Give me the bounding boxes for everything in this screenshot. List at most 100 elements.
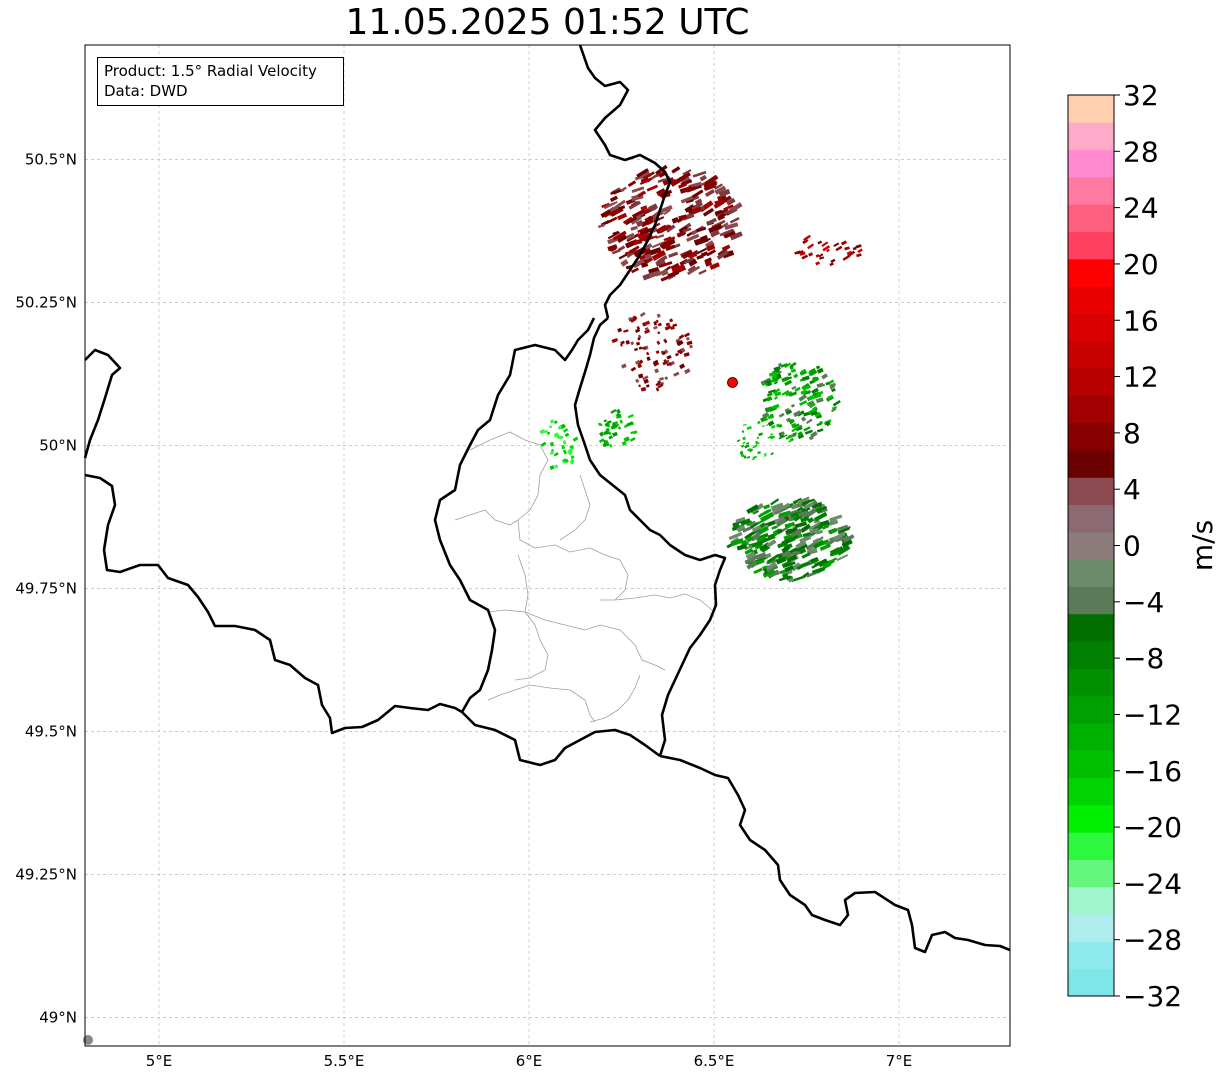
echo-cell xyxy=(774,391,782,397)
colorbar-tick-label: 0 xyxy=(1123,530,1141,563)
echo-cell xyxy=(784,521,796,529)
echo-cell xyxy=(540,441,547,447)
echo-cell xyxy=(815,261,821,266)
echo-cell xyxy=(698,269,707,275)
echo-cell xyxy=(762,412,769,419)
colorbar-tick-label: 12 xyxy=(1123,361,1159,394)
colorbar-tick-label: −4 xyxy=(1123,586,1164,619)
echo-cell xyxy=(777,540,789,549)
colorbar-unit-label: m/s xyxy=(1186,520,1219,571)
echo-cell xyxy=(714,185,727,195)
echo-cell xyxy=(680,195,694,204)
echo-cell xyxy=(746,425,752,430)
echo-cell xyxy=(798,394,808,402)
echo-cell xyxy=(722,250,735,259)
echo-cell xyxy=(758,432,764,437)
echo-cell xyxy=(627,413,634,419)
echo-cell xyxy=(766,564,778,573)
echo-cell xyxy=(601,202,610,209)
echo-cell xyxy=(656,313,661,318)
echo-cell xyxy=(618,253,628,260)
echo-cell xyxy=(686,340,693,346)
colorbar-bin xyxy=(1068,968,1114,997)
echo-cell xyxy=(825,421,831,427)
echo-cell xyxy=(836,554,849,562)
echo-cell xyxy=(806,418,813,425)
echo-cell xyxy=(656,340,661,345)
echo-cell xyxy=(635,378,640,384)
echo-cell xyxy=(706,217,717,226)
echo-cell xyxy=(751,457,756,461)
echo-cell xyxy=(829,547,841,555)
lat-tick-label: 50.5°N xyxy=(25,150,77,168)
echo-cell xyxy=(768,371,778,377)
echo-cell xyxy=(651,250,667,261)
echo-cell xyxy=(617,205,626,211)
echo-cell xyxy=(796,561,811,571)
echo-cell xyxy=(664,325,672,331)
echo-cell xyxy=(785,551,793,558)
echo-cell xyxy=(721,244,731,252)
echo-cell xyxy=(832,531,846,542)
echo-cell xyxy=(782,573,789,579)
echo-cell xyxy=(704,174,719,187)
echo-cell xyxy=(792,432,797,436)
colorbar-bin xyxy=(1068,422,1114,451)
echo-cell xyxy=(821,560,832,570)
echo-cell xyxy=(644,327,649,331)
echo-cell xyxy=(742,423,747,427)
echo-cell xyxy=(688,258,698,267)
echo-cell xyxy=(776,528,783,534)
echo-cell xyxy=(746,561,758,570)
echo-cell xyxy=(617,426,622,430)
echo-cell xyxy=(599,423,603,427)
colorbar-bin xyxy=(1068,695,1114,724)
echo-cell xyxy=(633,347,639,352)
echo-cell xyxy=(705,183,717,191)
echo-cell xyxy=(699,234,708,241)
echo-cell xyxy=(676,174,689,183)
colorbar-bin xyxy=(1068,613,1114,642)
echo-cell xyxy=(684,368,691,375)
echo-cell xyxy=(553,452,559,457)
echo-cell xyxy=(667,270,680,279)
echo-cell xyxy=(742,441,746,444)
echo-cell xyxy=(808,521,822,531)
echo-cell xyxy=(635,328,641,333)
echo-cell xyxy=(786,575,793,581)
echo-cell xyxy=(691,201,703,211)
echo-cell xyxy=(835,245,843,252)
echo-cell xyxy=(662,360,668,366)
echo-cell xyxy=(678,349,683,355)
echo-cell xyxy=(777,370,782,375)
echo-cell xyxy=(736,543,748,551)
echo-cell xyxy=(665,244,676,251)
echo-cell xyxy=(708,223,723,234)
echo-cell xyxy=(615,413,621,418)
echo-cell xyxy=(666,355,672,360)
echo-cell xyxy=(601,209,611,218)
echo-cell xyxy=(620,340,625,345)
colorbar-tick-label: −28 xyxy=(1123,924,1182,957)
echo-cell xyxy=(609,205,619,213)
echo-cell xyxy=(653,359,659,364)
echo-cell xyxy=(767,389,776,394)
district-line xyxy=(454,509,519,526)
echo-cell xyxy=(744,548,754,555)
echo-cell xyxy=(686,186,697,193)
echo-cell xyxy=(741,430,745,434)
echo-cell xyxy=(617,327,623,333)
echo-cell xyxy=(766,392,773,397)
echo-cell xyxy=(661,242,670,249)
gridlines xyxy=(85,45,1010,1046)
echo-cell xyxy=(771,374,778,380)
echo-cell xyxy=(740,518,751,526)
echo-cell xyxy=(702,207,715,217)
product-info-box: Product: 1.5° Radial Velocity Data: DWD xyxy=(97,57,344,106)
echo-cell xyxy=(634,316,638,320)
echo-cell xyxy=(659,224,672,232)
echo-cell xyxy=(640,205,648,212)
echo-cell xyxy=(744,529,757,540)
echo-cell xyxy=(740,444,745,448)
echo-cell xyxy=(804,429,813,435)
